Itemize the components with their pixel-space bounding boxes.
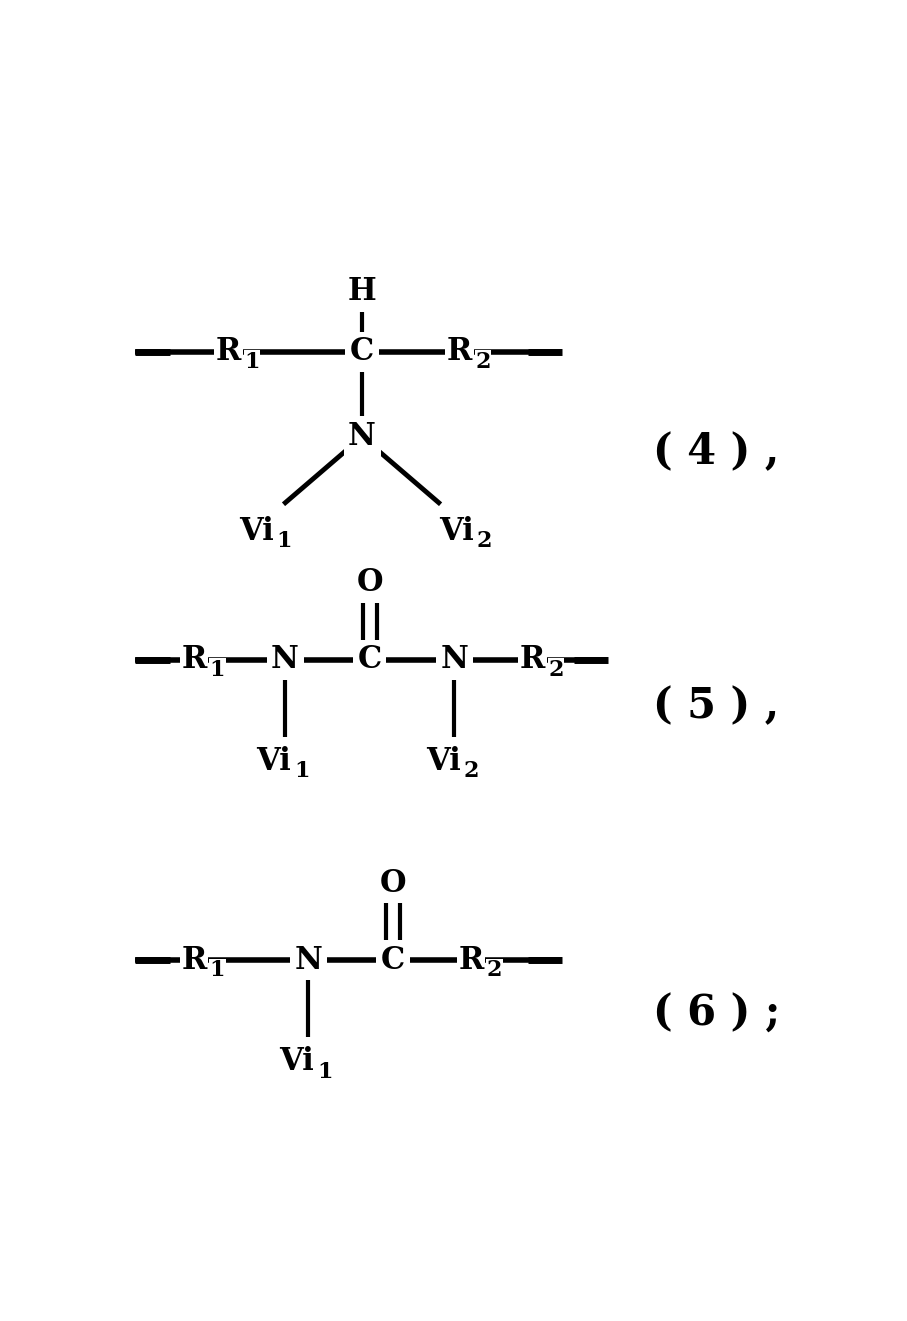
Text: 1: 1 [210, 959, 225, 982]
Text: Vi: Vi [439, 515, 473, 547]
Text: 2: 2 [475, 351, 491, 373]
Text: O: O [356, 567, 383, 598]
Text: N: N [441, 645, 468, 675]
Text: 2: 2 [487, 959, 502, 982]
Text: 2: 2 [477, 530, 493, 552]
Text: 1: 1 [244, 351, 259, 373]
Text: C: C [350, 337, 375, 367]
Text: H: H [347, 276, 376, 308]
Text: 2: 2 [549, 659, 564, 680]
Text: C: C [381, 945, 405, 976]
Text: 2: 2 [463, 761, 479, 782]
Text: ( 6 ) ;: ( 6 ) ; [652, 993, 780, 1034]
Text: 1: 1 [317, 1061, 333, 1083]
Text: R: R [216, 337, 241, 367]
Text: Vi: Vi [426, 746, 461, 777]
Text: 1: 1 [210, 659, 225, 680]
Text: N: N [271, 645, 299, 675]
Text: Vi: Vi [279, 1046, 315, 1077]
Text: ( 5 ) ,: ( 5 ) , [653, 686, 779, 727]
Text: O: O [380, 868, 406, 898]
Text: R: R [181, 645, 207, 675]
Text: R: R [447, 337, 473, 367]
Text: C: C [357, 645, 382, 675]
Text: R: R [458, 945, 483, 976]
Text: 1: 1 [294, 761, 310, 782]
Text: R: R [181, 945, 207, 976]
Text: N: N [294, 945, 322, 976]
Text: ( 4 ) ,: ( 4 ) , [653, 431, 779, 473]
Text: Vi: Vi [239, 515, 274, 547]
Text: R: R [520, 645, 545, 675]
Text: N: N [348, 421, 376, 452]
Text: Vi: Vi [257, 746, 291, 777]
Text: 1: 1 [277, 530, 292, 552]
